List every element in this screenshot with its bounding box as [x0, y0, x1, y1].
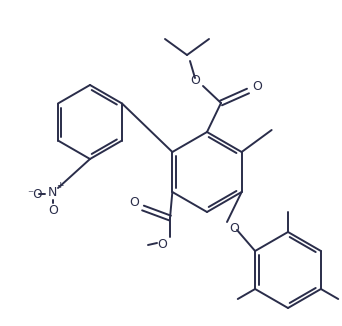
Text: O: O	[252, 81, 262, 94]
Text: O: O	[229, 223, 239, 235]
Text: O: O	[190, 73, 200, 86]
Text: O: O	[48, 203, 58, 216]
Text: ⁻O: ⁻O	[27, 188, 43, 201]
Text: O: O	[129, 197, 139, 210]
Text: N: N	[47, 186, 57, 200]
Text: +: +	[56, 181, 64, 189]
Text: O: O	[157, 239, 167, 251]
